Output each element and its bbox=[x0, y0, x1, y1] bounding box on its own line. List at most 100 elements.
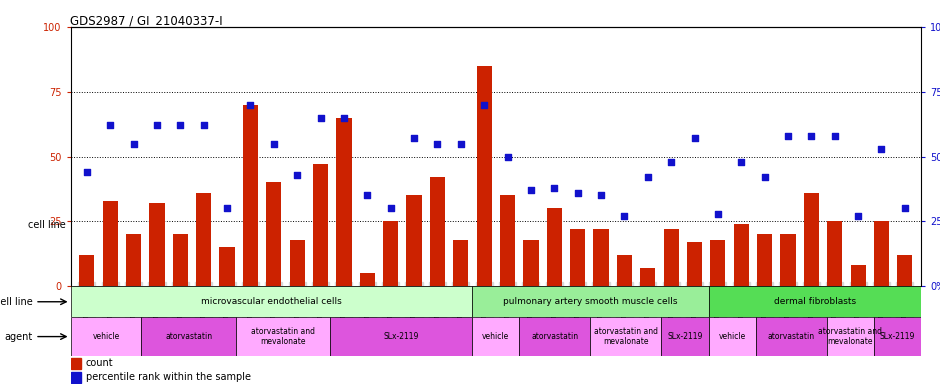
Bar bbox=[79, 255, 94, 286]
Bar bbox=[219, 247, 235, 286]
Bar bbox=[290, 240, 305, 286]
Point bbox=[524, 187, 539, 193]
Point bbox=[360, 192, 375, 199]
Bar bbox=[406, 195, 422, 286]
Text: dermal fibroblasts: dermal fibroblasts bbox=[774, 297, 856, 306]
Bar bbox=[687, 242, 702, 286]
Bar bbox=[640, 268, 655, 286]
Bar bbox=[141, 317, 236, 356]
Bar bbox=[70, 358, 81, 369]
Point bbox=[102, 122, 118, 129]
Point bbox=[547, 185, 562, 191]
Bar bbox=[331, 317, 472, 356]
Text: pulmonary artery smooth muscle cells: pulmonary artery smooth muscle cells bbox=[503, 297, 678, 306]
Bar bbox=[243, 105, 258, 286]
Text: percentile rank within the sample: percentile rank within the sample bbox=[86, 372, 251, 382]
Bar bbox=[149, 203, 164, 286]
Point bbox=[79, 169, 94, 175]
Point bbox=[337, 114, 352, 121]
Text: GDS2987 / GI_21040337-I: GDS2987 / GI_21040337-I bbox=[70, 14, 223, 27]
Point bbox=[290, 172, 305, 178]
Bar bbox=[547, 209, 562, 286]
Bar bbox=[593, 229, 608, 286]
Bar bbox=[266, 182, 281, 286]
Bar bbox=[453, 240, 468, 286]
Bar bbox=[874, 221, 889, 286]
Bar bbox=[173, 234, 188, 286]
Point bbox=[780, 133, 795, 139]
Point bbox=[851, 213, 866, 219]
Point bbox=[453, 141, 468, 147]
Point bbox=[687, 135, 702, 141]
Point bbox=[477, 102, 492, 108]
Bar bbox=[70, 372, 81, 382]
Bar bbox=[757, 234, 773, 286]
Text: atorvastatin: atorvastatin bbox=[531, 332, 578, 341]
Bar bbox=[102, 200, 118, 286]
Bar bbox=[70, 317, 141, 356]
Point bbox=[406, 135, 421, 141]
Point bbox=[149, 122, 164, 129]
Point bbox=[617, 213, 632, 219]
Point bbox=[593, 192, 608, 199]
Text: microvascular endothelial cells: microvascular endothelial cells bbox=[201, 297, 342, 306]
Bar bbox=[664, 229, 679, 286]
Bar bbox=[520, 317, 590, 356]
Text: count: count bbox=[86, 358, 114, 368]
Point bbox=[827, 133, 842, 139]
Bar bbox=[524, 240, 539, 286]
Bar bbox=[196, 193, 212, 286]
Text: atorvastatin and
mevalonate: atorvastatin and mevalonate bbox=[594, 327, 658, 346]
Bar bbox=[804, 193, 819, 286]
Bar bbox=[826, 317, 874, 356]
Bar bbox=[472, 317, 520, 356]
Point bbox=[500, 154, 515, 160]
Bar bbox=[874, 317, 921, 356]
Bar bbox=[360, 273, 375, 286]
Bar bbox=[313, 164, 328, 286]
Bar bbox=[756, 317, 826, 356]
Point bbox=[173, 122, 188, 129]
Text: cell line: cell line bbox=[0, 297, 33, 307]
Bar bbox=[851, 265, 866, 286]
Bar bbox=[337, 118, 352, 286]
Point bbox=[384, 205, 399, 212]
Point bbox=[711, 210, 726, 217]
Point bbox=[664, 159, 679, 165]
Bar bbox=[661, 317, 709, 356]
Text: atorvastatin: atorvastatin bbox=[768, 332, 815, 341]
Bar bbox=[709, 286, 921, 317]
Bar bbox=[500, 195, 515, 286]
Text: agent: agent bbox=[5, 331, 33, 342]
Text: vehicle: vehicle bbox=[718, 332, 745, 341]
Bar bbox=[898, 255, 913, 286]
Text: atorvastatin: atorvastatin bbox=[165, 332, 212, 341]
Text: SLx-2119: SLx-2119 bbox=[667, 332, 702, 341]
Text: SLx-2119: SLx-2119 bbox=[880, 332, 916, 341]
Point bbox=[734, 159, 749, 165]
Bar bbox=[70, 286, 472, 317]
Point bbox=[266, 141, 281, 147]
Point bbox=[874, 146, 889, 152]
Point bbox=[220, 205, 235, 212]
Point bbox=[571, 190, 586, 196]
Text: atorvastatin and
mevalonate: atorvastatin and mevalonate bbox=[251, 327, 315, 346]
Bar bbox=[236, 317, 331, 356]
Point bbox=[640, 174, 655, 180]
Point bbox=[196, 122, 212, 129]
Bar bbox=[590, 317, 661, 356]
Bar bbox=[617, 255, 632, 286]
Bar bbox=[570, 229, 586, 286]
Point bbox=[757, 174, 772, 180]
Text: vehicle: vehicle bbox=[482, 332, 509, 341]
Point bbox=[313, 114, 328, 121]
Bar bbox=[711, 240, 726, 286]
Bar bbox=[780, 234, 795, 286]
Text: atorvastatin and
mevalonate: atorvastatin and mevalonate bbox=[819, 327, 883, 346]
Text: SLx-2119: SLx-2119 bbox=[384, 332, 419, 341]
Text: cell line: cell line bbox=[28, 220, 66, 230]
Point bbox=[126, 141, 141, 147]
Bar bbox=[709, 317, 756, 356]
Bar bbox=[477, 66, 492, 286]
Bar bbox=[384, 221, 399, 286]
